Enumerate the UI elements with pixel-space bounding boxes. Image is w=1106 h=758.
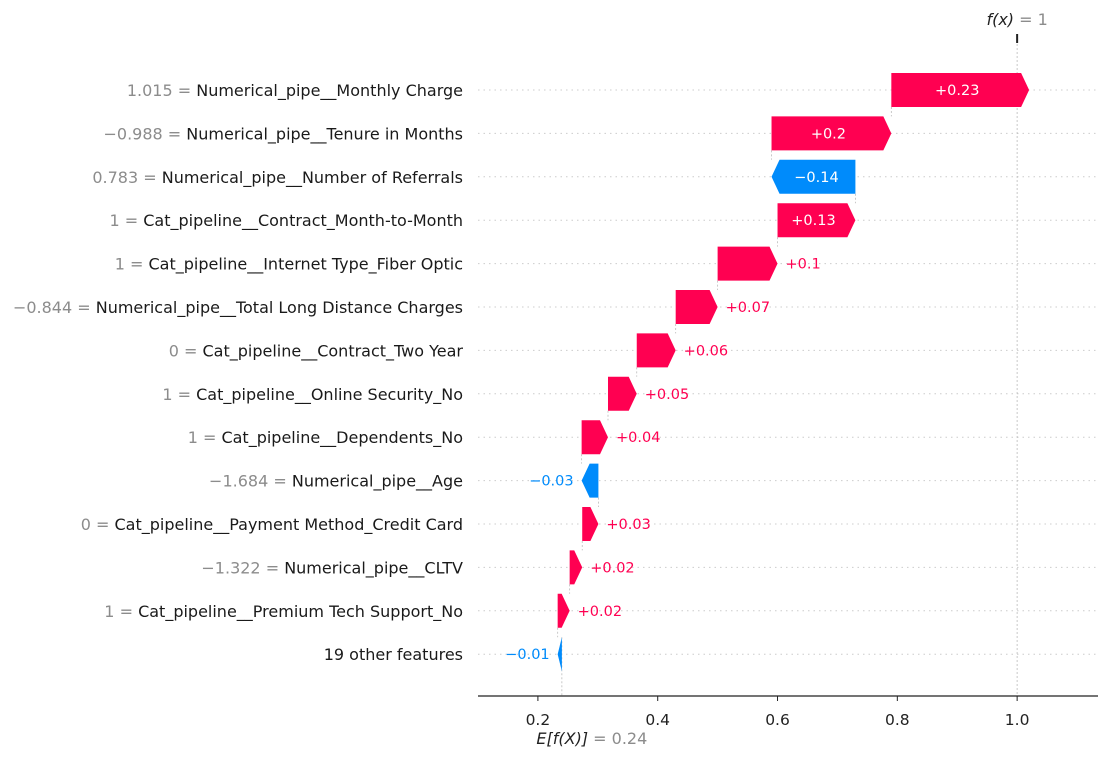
- feature-label: 19 other features: [324, 645, 463, 664]
- feature-value: 0 =: [81, 515, 115, 534]
- x-tick-label: 0.2: [526, 711, 551, 729]
- contribution-label: +0.02: [590, 560, 634, 576]
- feature-name: Numerical_pipe__Number of Referrals: [162, 168, 463, 188]
- positive-contribution-bar: [771, 116, 892, 151]
- feature-name: Numerical_pipe__Age: [292, 472, 463, 492]
- contribution-label: −0.14: [794, 170, 838, 186]
- feature-value: −0.988 =: [104, 124, 187, 143]
- feature-value: 1 =: [188, 428, 222, 447]
- x-tick-label: 0.4: [645, 711, 670, 729]
- positive-contribution-bar: [581, 420, 608, 455]
- contribution-label: −0.01: [505, 647, 549, 663]
- contribution-label: +0.06: [684, 343, 728, 359]
- feature-label: 0.783 = Numerical_pipe__Number of Referr…: [92, 168, 463, 188]
- x-tick-label: 0.6: [765, 711, 790, 729]
- feature-value: 1 =: [115, 255, 149, 274]
- feature-name: 19 other features: [324, 645, 463, 664]
- feature-name: Cat_pipeline__Internet Type_Fiber Optic: [148, 255, 463, 275]
- positive-contribution-bar: [582, 507, 599, 541]
- contribution-bars: +0.23 +0.2 −0.14 +0.13 +0.1 +0.07 +0.06 +0.05 +0…: [505, 73, 1030, 672]
- contribution-label: +0.04: [616, 430, 660, 446]
- negative-contribution-bar: [557, 637, 562, 672]
- feature-value: 1 =: [162, 385, 196, 404]
- positive-contribution-bar: [675, 290, 718, 324]
- contribution-label: −0.03: [529, 474, 573, 490]
- base-value-text: = 0.24: [593, 729, 647, 748]
- contribution-label: +0.03: [606, 517, 650, 533]
- x-axis: 0.2 0.4 0.6 0.8 1.0: [478, 695, 1098, 729]
- feature-label: −1.322 = Numerical_pipe__CLTV: [201, 558, 463, 578]
- feature-label: 1 = Cat_pipeline__Contract_Month-to-Mont…: [109, 211, 463, 231]
- contribution-label: +0.23: [935, 83, 979, 99]
- feature-label: 1 = Cat_pipeline__Internet Type_Fiber Op…: [115, 255, 463, 275]
- feature-value: 0.783 =: [92, 168, 161, 187]
- contribution-label: +0.2: [811, 126, 846, 142]
- contribution-label: +0.1: [786, 257, 821, 273]
- feature-value: 1 =: [104, 602, 138, 621]
- output-value-text: = 1: [1019, 10, 1048, 29]
- base-expr: E[f(X)]: [536, 729, 593, 748]
- feature-label: −0.988 = Numerical_pipe__Tenure in Month…: [104, 124, 464, 144]
- feature-label: 1 = Cat_pipeline__Dependents_No: [188, 428, 463, 448]
- negative-contribution-bar: [581, 463, 599, 498]
- feature-labels: 1.015 = Numerical_pipe__Monthly Charge −0…: [13, 81, 463, 664]
- feature-label: 1 = Cat_pipeline__Online Security_No: [162, 385, 463, 405]
- positive-contribution-bar: [777, 203, 856, 238]
- x-tick-label: 0.8: [885, 711, 910, 729]
- feature-label: 1.015 = Numerical_pipe__Monthly Charge: [127, 81, 463, 101]
- feature-name: Cat_pipeline__Contract_Two Year: [202, 341, 463, 361]
- positive-contribution-bar: [607, 376, 637, 411]
- positive-contribution-bar: [891, 73, 1030, 107]
- output-expr: f(x): [986, 10, 1019, 29]
- feature-value: 0 =: [169, 341, 203, 360]
- feature-value: 1.015 =: [127, 81, 196, 100]
- feature-name: Numerical_pipe__CLTV: [284, 558, 463, 578]
- contribution-label: +0.02: [578, 604, 622, 620]
- annotations: f(x) = 1 E[f(X)] = 0.24: [536, 10, 1047, 748]
- feature-value: 1 =: [109, 211, 143, 230]
- feature-name: Cat_pipeline__Premium Tech Support_No: [138, 602, 463, 622]
- negative-contribution-bar: [771, 159, 856, 194]
- x-tick-label: 1.0: [1005, 711, 1030, 729]
- positive-contribution-bar: [717, 246, 778, 281]
- feature-label: 0 = Cat_pipeline__Payment Method_Credit …: [81, 515, 463, 535]
- feature-name: Numerical_pipe__Monthly Charge: [196, 81, 463, 101]
- feature-label: −1.684 = Numerical_pipe__Age: [209, 472, 463, 492]
- positive-contribution-bar: [557, 593, 570, 628]
- positive-contribution-bar: [569, 550, 583, 585]
- feature-name: Numerical_pipe__Tenure in Months: [186, 124, 463, 144]
- feature-name: Cat_pipeline__Contract_Month-to-Month: [143, 211, 463, 231]
- feature-name: Numerical_pipe__Total Long Distance Char…: [96, 298, 463, 318]
- feature-name: Cat_pipeline__Payment Method_Credit Card: [115, 515, 464, 535]
- feature-label: 1 = Cat_pipeline__Premium Tech Support_N…: [104, 602, 463, 622]
- feature-name: Cat_pipeline__Dependents_No: [221, 428, 463, 448]
- reference-lines: [557, 34, 1019, 696]
- positive-contribution-bar: [636, 333, 676, 368]
- feature-label: −0.844 = Numerical_pipe__Total Long Dist…: [13, 298, 463, 318]
- feature-value: −1.322 =: [201, 558, 284, 577]
- base-value-label: E[f(X)] = 0.24: [536, 729, 647, 748]
- feature-value: −1.684 =: [209, 472, 292, 491]
- contribution-label: +0.07: [726, 300, 770, 316]
- feature-name: Cat_pipeline__Online Security_No: [196, 385, 463, 405]
- contribution-label: +0.13: [791, 213, 835, 229]
- contribution-label: +0.05: [645, 387, 689, 403]
- feature-label: 0 = Cat_pipeline__Contract_Two Year: [169, 341, 464, 361]
- output-value-label: f(x) = 1: [986, 10, 1047, 29]
- feature-value: −0.844 =: [13, 298, 96, 317]
